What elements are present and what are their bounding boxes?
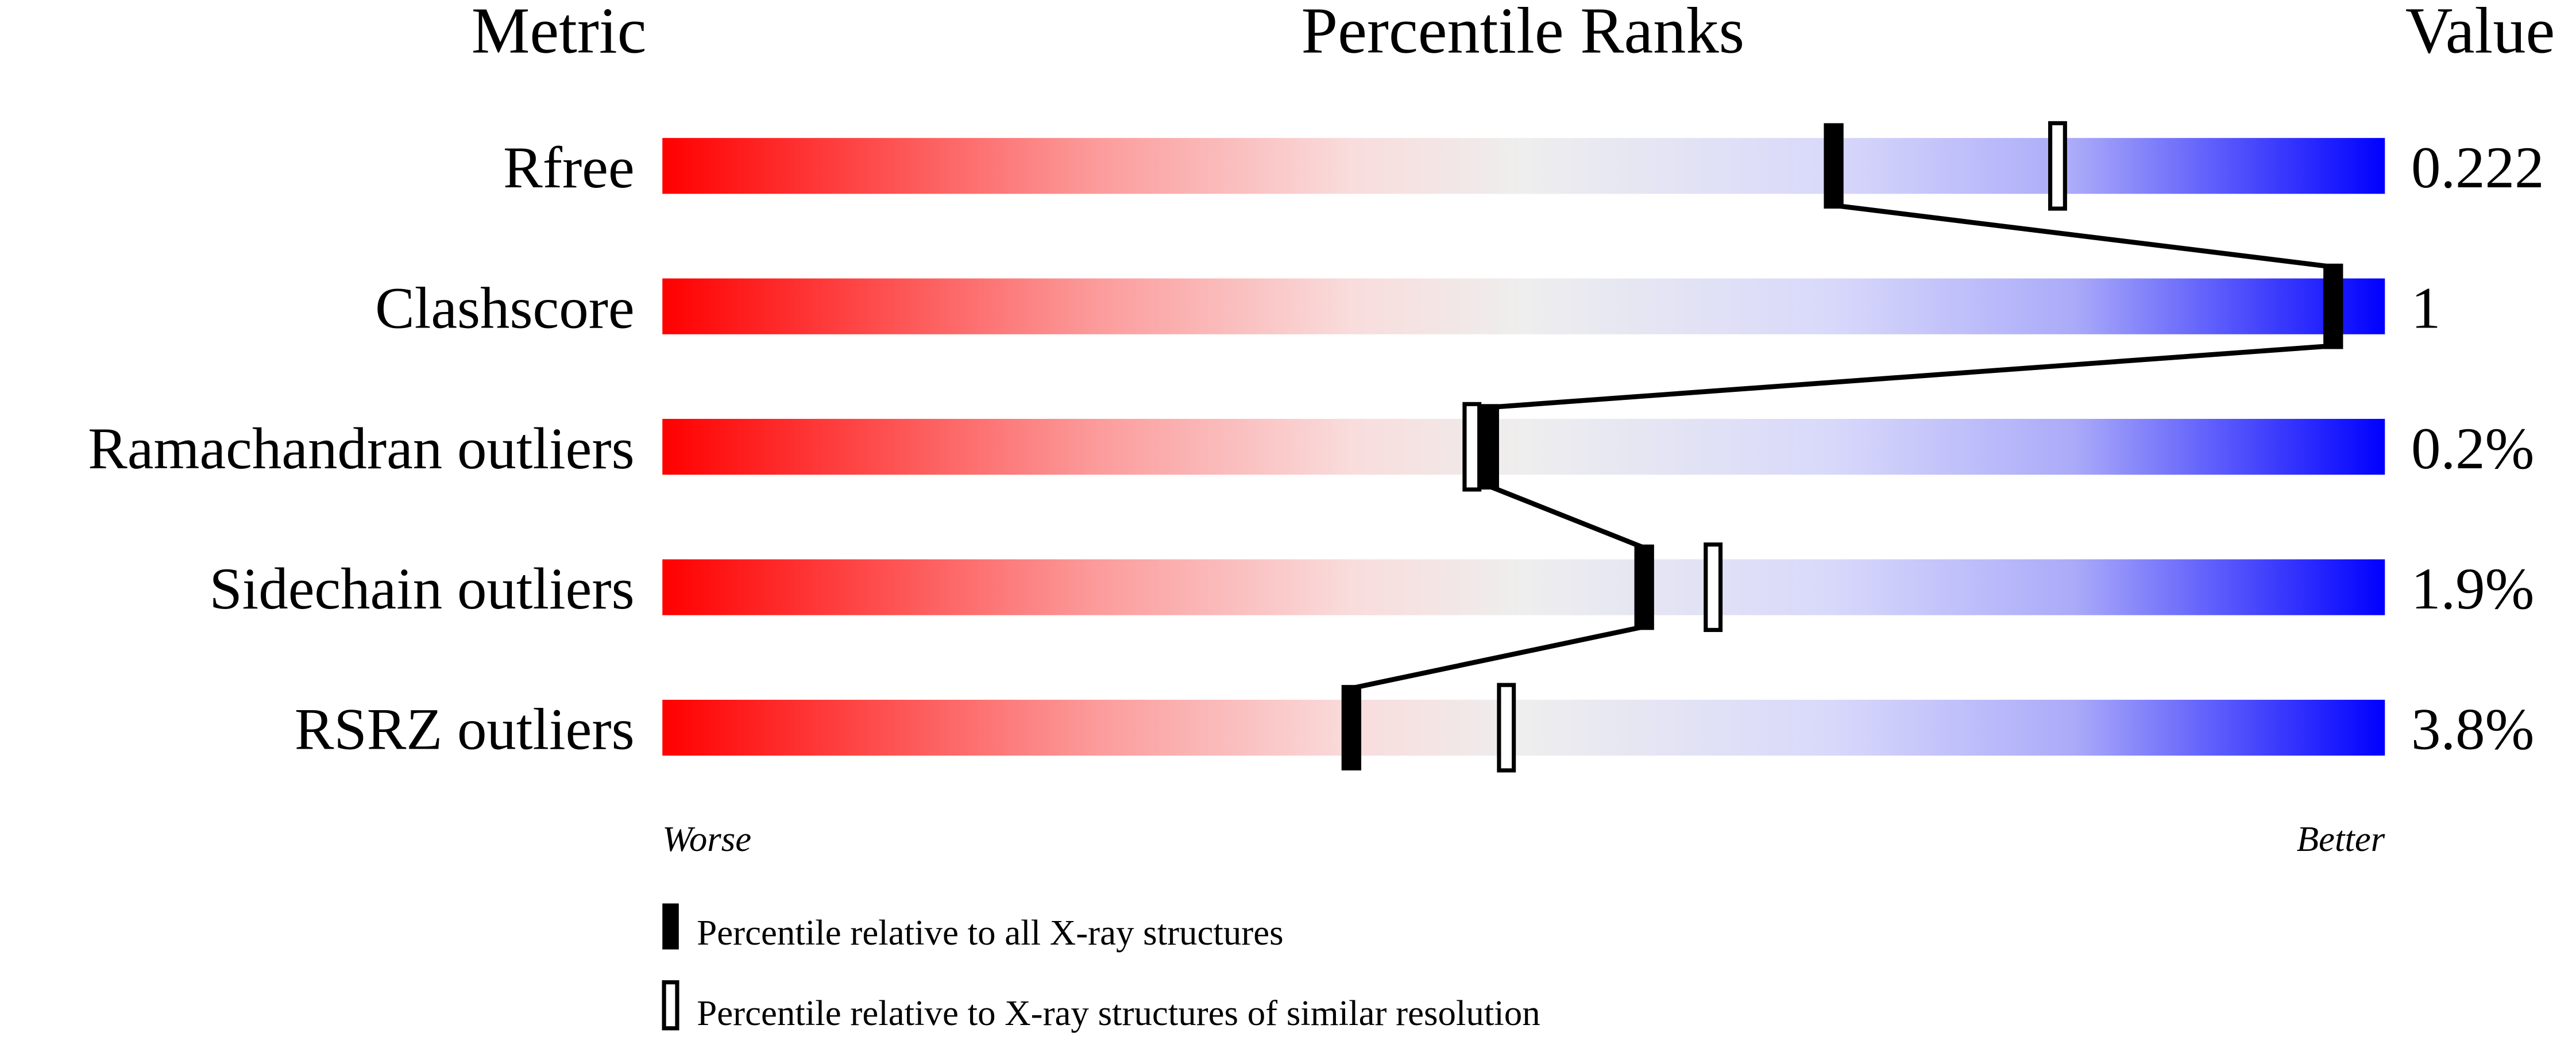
- marker-similar-resolution: [1462, 402, 1482, 492]
- bar-sidechain-outliers: [662, 559, 2385, 615]
- header-metric: Metric: [472, 0, 647, 67]
- header-value: Value: [2405, 0, 2555, 67]
- metric-value: 0.2%: [2411, 416, 2534, 481]
- marker-all-xray: [1824, 123, 1844, 209]
- metric-label: Clashscore: [375, 275, 635, 341]
- marker-all-xray: [1341, 685, 1362, 770]
- connector-line: [1833, 203, 2334, 269]
- header-percentile-ranks: Percentile Ranks: [1301, 0, 1745, 67]
- axis-label-worse: Worse: [662, 819, 751, 859]
- marker-similar-resolution: [1704, 542, 1723, 632]
- bar-rsrz-outliers: [662, 699, 2385, 756]
- bar-clashscore: [662, 278, 2385, 334]
- axis-label-better: Better: [2297, 819, 2385, 859]
- legend-label-all: Percentile relative to all X-ray structu…: [697, 912, 1283, 953]
- metric-value: 0.222: [2411, 135, 2544, 201]
- connector-line: [1489, 343, 2334, 410]
- marker-all-xray: [1634, 544, 1654, 630]
- marker-similar-resolution: [2048, 121, 2067, 211]
- legend-open-marker: [662, 980, 679, 1031]
- metric-value: 1.9%: [2411, 556, 2534, 622]
- metric-label: Sidechain outliers: [209, 556, 634, 622]
- connector-line: [1350, 624, 1645, 691]
- metric-label: Rfree: [503, 135, 635, 201]
- legend-filled-marker: [662, 903, 679, 950]
- marker-similar-resolution: [1497, 683, 1516, 773]
- metric-label: Ramachandran outliers: [88, 416, 635, 481]
- bar-rfree: [662, 138, 2385, 194]
- metric-value: 1: [2411, 275, 2440, 341]
- marker-all-xray: [2323, 263, 2343, 349]
- connector-line: [1488, 484, 1646, 550]
- legend-label-similar: Percentile relative to X-ray structures …: [697, 993, 1540, 1033]
- metric-label: RSRZ outliers: [295, 697, 635, 762]
- metric-value: 3.8%: [2411, 697, 2534, 762]
- bar-ramachandran-outliers: [662, 419, 2385, 475]
- marker-all-xray: [1479, 404, 1499, 490]
